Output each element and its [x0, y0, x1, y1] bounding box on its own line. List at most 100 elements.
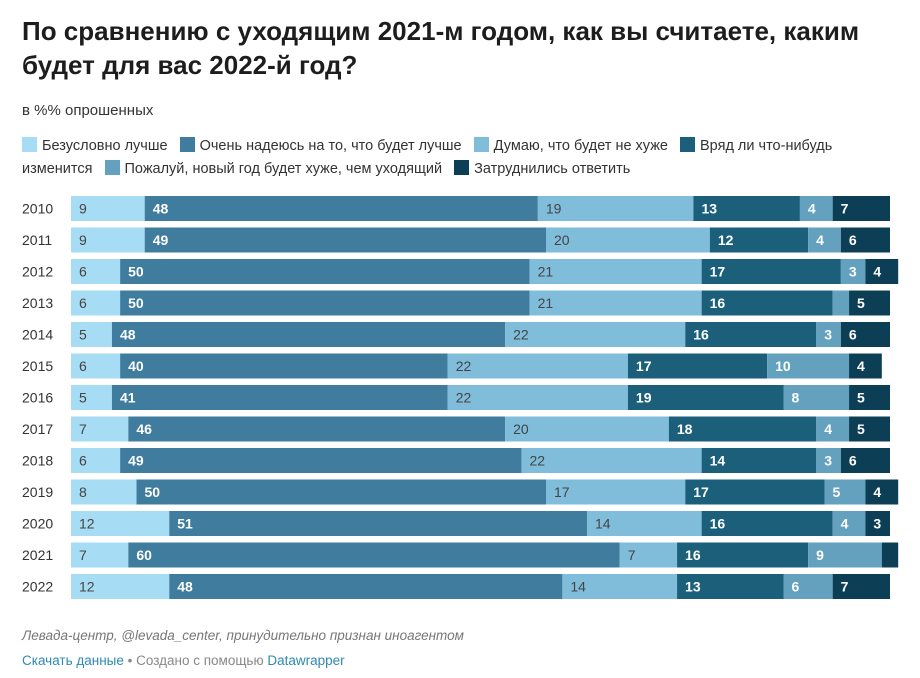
- data-label: 8: [792, 390, 800, 406]
- bar-segment: [808, 227, 841, 253]
- data-label: 20: [554, 232, 570, 248]
- legend-label: Пожалуй, новый год будет хуже, чем уходя…: [124, 161, 443, 177]
- legend-label: Затруднились ответить: [474, 161, 631, 177]
- data-label: 3: [824, 453, 832, 469]
- data-label: 6: [792, 579, 800, 595]
- legend-swatch: [454, 160, 470, 175]
- bar-segment: [619, 542, 678, 568]
- data-label: 46: [136, 421, 152, 437]
- data-label: 60: [136, 547, 152, 563]
- bar-segment: [71, 511, 170, 536]
- data-label: 12: [79, 516, 95, 532]
- legend-label: Думаю, что будет не хуже: [493, 138, 668, 154]
- data-label: 6: [79, 453, 87, 469]
- bar-segment: [111, 322, 506, 347]
- bar-segment: [562, 574, 678, 599]
- data-label: 7: [79, 421, 87, 437]
- data-label: 5: [857, 390, 865, 406]
- legend-item: Безусловно лучше: [22, 137, 168, 154]
- data-label: 41: [120, 390, 136, 406]
- data-label: 4: [816, 232, 824, 248]
- bar-segment: [840, 448, 890, 473]
- data-label: 48: [153, 201, 169, 217]
- data-label: 6: [849, 453, 857, 469]
- data-label: 22: [456, 358, 472, 374]
- bar-segment: [537, 196, 694, 221]
- data-label: 20: [513, 421, 529, 437]
- data-label: 22: [529, 453, 545, 469]
- bar-segment: [447, 353, 628, 379]
- bar-segment: [71, 290, 121, 316]
- download-data-link[interactable]: Скачать данные: [22, 653, 124, 668]
- bar-segment: [816, 322, 841, 347]
- bar-segment: [799, 196, 833, 221]
- bar-segment: [546, 227, 710, 253]
- bar-segment: [71, 542, 129, 568]
- data-label: 5: [857, 295, 865, 311]
- data-label: 7: [841, 579, 849, 595]
- data-label: 50: [128, 264, 144, 280]
- chart-subtitle: в %% опрошенных: [22, 102, 154, 119]
- data-label: 6: [79, 295, 87, 311]
- data-label: 10: [775, 358, 791, 374]
- data-label: 14: [595, 516, 611, 532]
- bar-segment: [783, 385, 850, 410]
- legend-item: Очень надеюсь на то, что будет лучше: [179, 137, 462, 154]
- bar-segment: [144, 196, 538, 221]
- bar-segment: [71, 385, 112, 410]
- bar-segment: [865, 511, 890, 536]
- category-label: 2014: [22, 327, 53, 343]
- data-label: 16: [685, 547, 701, 563]
- data-label: 4: [857, 358, 865, 374]
- bar-segment: [668, 416, 817, 442]
- footer-links: Скачать данные • Создано с помощью Dataw…: [22, 653, 345, 668]
- bar-segment: [71, 353, 121, 379]
- data-label: 16: [710, 295, 726, 311]
- data-label: 7: [79, 547, 87, 563]
- category-label: 2022: [22, 579, 53, 595]
- data-label: 17: [710, 264, 726, 280]
- data-label: 3: [824, 327, 832, 343]
- data-label: 49: [153, 232, 169, 248]
- bar-segment: [840, 322, 890, 347]
- data-label: 14: [570, 579, 586, 595]
- data-label: 6: [79, 358, 87, 374]
- datawrapper-link[interactable]: Datawrapper: [267, 653, 345, 668]
- bar-segment: [128, 416, 506, 442]
- data-label: 22: [456, 390, 472, 406]
- bar-segment: [529, 259, 702, 284]
- bar-segment: [71, 259, 121, 284]
- bar-segment: [808, 542, 882, 568]
- bar-segment: [71, 196, 145, 221]
- bar-segment: [71, 416, 129, 442]
- data-label: 6: [849, 232, 857, 248]
- data-label: 12: [718, 232, 734, 248]
- category-label: 2020: [22, 516, 53, 532]
- data-label: 4: [841, 516, 849, 532]
- data-label: 18: [677, 421, 693, 437]
- bar-segment: [832, 196, 890, 221]
- data-label: 4: [873, 484, 881, 500]
- bar-segment: [701, 290, 833, 316]
- data-label: 13: [685, 579, 701, 595]
- data-label: 6: [79, 264, 87, 280]
- bar-segment: [169, 574, 563, 599]
- bar-segment: [849, 385, 890, 410]
- legend-swatch: [179, 137, 195, 152]
- data-label: 8: [79, 484, 87, 500]
- data-label: 16: [693, 327, 709, 343]
- bar-segment: [71, 479, 137, 505]
- data-label: 3: [849, 264, 857, 280]
- legend-swatch: [680, 137, 696, 152]
- bar-segment: [824, 479, 866, 505]
- data-label: 21: [538, 264, 554, 280]
- data-label: 14: [710, 453, 726, 469]
- data-label: 51: [177, 516, 193, 532]
- legend-label: Безусловно лучше: [42, 138, 168, 154]
- data-label: 16: [710, 516, 726, 532]
- bar-segment: [816, 448, 841, 473]
- legend-label: Очень надеюсь на то, что будет лучше: [199, 138, 462, 154]
- bar-segment: [71, 227, 145, 253]
- bar-segment: [709, 227, 809, 253]
